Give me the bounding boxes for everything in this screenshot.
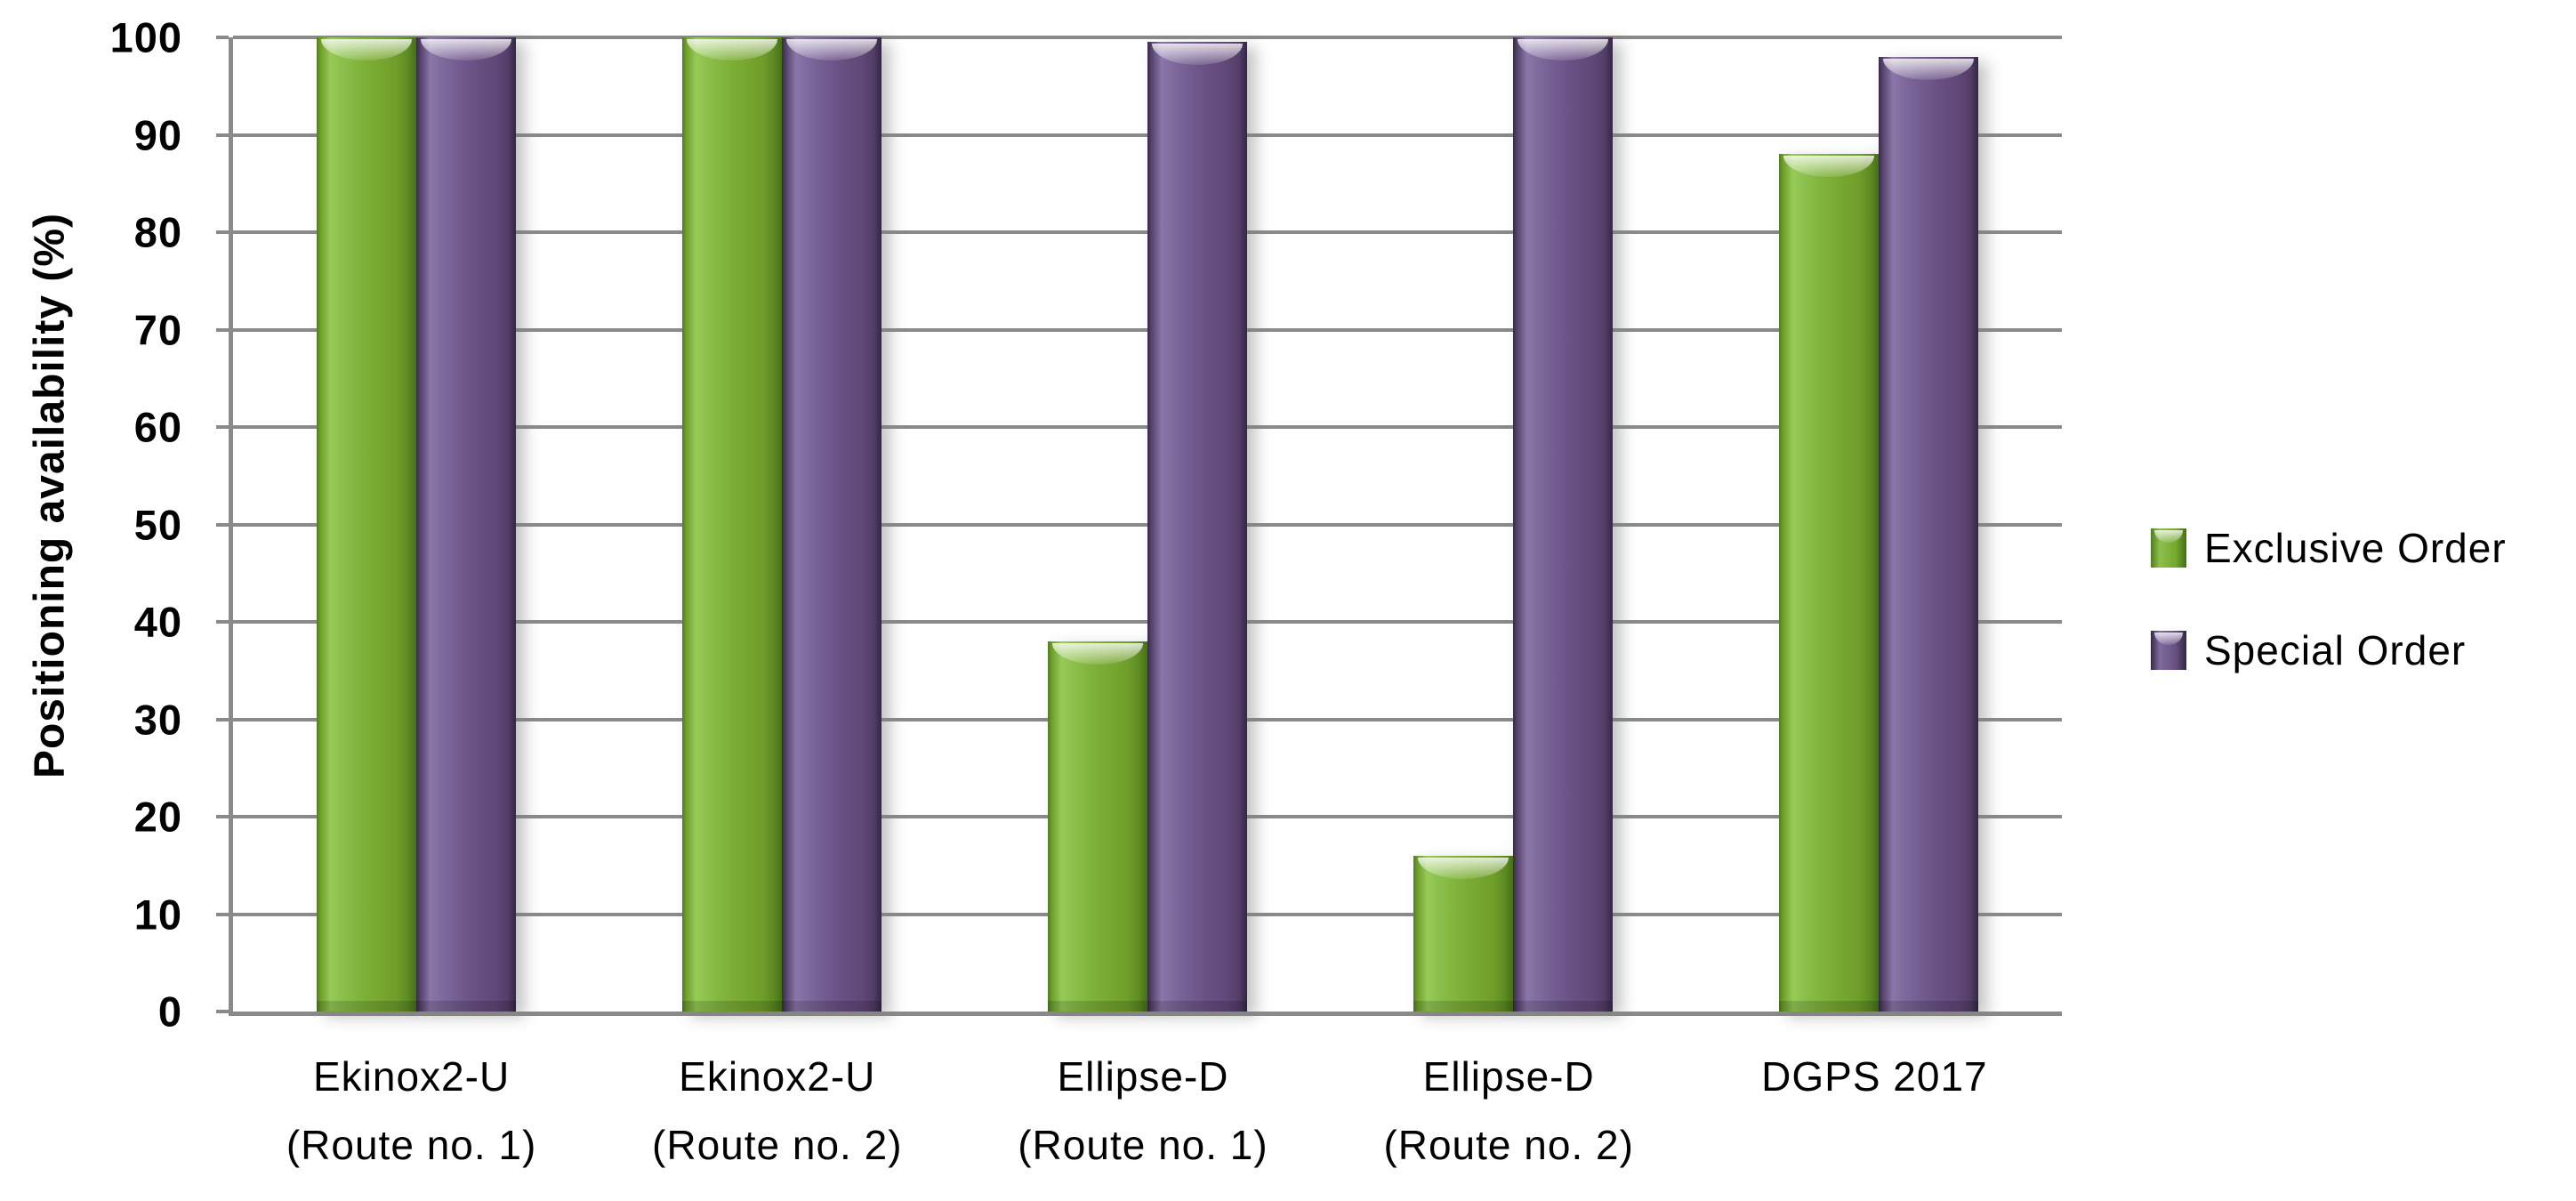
- x-tick-label-ekinox2-u-route-no-2: Ekinox2-U (Route no. 2): [652, 1053, 903, 1168]
- y-tick-label: 60: [133, 403, 182, 451]
- x-tick-label-ellipse-d-route-no-2: Ellipse-D (Route no. 2): [1383, 1053, 1634, 1168]
- axis-tick: [216, 327, 229, 332]
- x-axis-tick-labels: Ekinox2-U (Route no. 1) Ekinox2-U (Route …: [229, 1043, 2057, 1194]
- axis-tick: [216, 36, 229, 39]
- axis-tick: [216, 425, 229, 429]
- y-tick-label: 0: [157, 987, 182, 1036]
- bar-special-order-ellipse-d-route-no-1: [1147, 42, 1247, 1012]
- axis-tick: [216, 133, 229, 137]
- bar-special-order-dgps-2017: [1879, 56, 1979, 1012]
- axis-tick: [216, 1010, 229, 1013]
- bar-group-dgps-2017: [1696, 37, 2062, 1012]
- y-tick-label: 100: [109, 13, 182, 61]
- y-axis-tick-labels: 0 10 20 30 40 50 60 70 80 90 100: [0, 14, 182, 1036]
- legend-label: Special Order: [2204, 627, 2467, 673]
- bar-exclusive-order-ekinox2-u-route-no-2: [681, 37, 782, 1012]
- y-tick-label: 20: [133, 793, 182, 841]
- legend-swatch-exclusive-order-icon: [2151, 528, 2186, 568]
- axis-tick: [216, 620, 229, 624]
- bar-exclusive-order-dgps-2017: [1779, 154, 1880, 1012]
- x-tick-label-ellipse-d-route-no-1: Ellipse-D (Route no. 1): [1018, 1053, 1268, 1168]
- axis-tick: [216, 522, 229, 527]
- bar-group-ekinox2-u-route-no-2: [599, 37, 964, 1012]
- axis-tick: [216, 717, 229, 721]
- y-tick-label: 10: [133, 891, 182, 938]
- plot-area: [216, 36, 2062, 1016]
- y-tick-label: 80: [133, 208, 182, 256]
- y-tick-label: 50: [133, 501, 182, 548]
- y-tick-label: 40: [133, 598, 182, 646]
- x-tick-label-ekinox2-u-route-no-1: Ekinox2-U (Route no. 1): [286, 1053, 537, 1168]
- bar-group-ellipse-d-route-no-1: [964, 37, 1330, 1012]
- legend: Exclusive Order Special Order: [2151, 525, 2507, 732]
- bar-exclusive-order-ellipse-d-route-no-1: [1047, 641, 1147, 1012]
- bar-exclusive-order-ellipse-d-route-no-2: [1413, 855, 1514, 1012]
- y-tick-label: 70: [133, 306, 182, 353]
- axis-tick: [216, 912, 229, 916]
- legend-item-special-order: Special Order: [2151, 627, 2507, 673]
- y-tick-label: 90: [133, 111, 182, 158]
- legend-swatch-special-order-icon: [2151, 631, 2186, 670]
- legend-label: Exclusive Order: [2204, 525, 2507, 571]
- legend-item-exclusive-order: Exclusive Order: [2151, 525, 2507, 571]
- bar-special-order-ekinox2-u-route-no-2: [781, 37, 881, 1012]
- bar-special-order-ekinox2-u-route-no-1: [415, 37, 516, 1012]
- bar-group-ellipse-d-route-no-2: [1331, 37, 1696, 1012]
- bar-exclusive-order-ekinox2-u-route-no-1: [316, 37, 416, 1012]
- gridline: [233, 36, 2062, 39]
- y-tick-label: 30: [133, 696, 182, 743]
- axis-tick: [216, 815, 229, 818]
- bar-special-order-ellipse-d-route-no-2: [1513, 37, 1614, 1012]
- axis-tick: [216, 230, 229, 234]
- bar-group-ekinox2-u-route-no-1: [233, 37, 599, 1012]
- x-tick-label-dgps-2017: DGPS 2017: [1761, 1053, 1988, 1100]
